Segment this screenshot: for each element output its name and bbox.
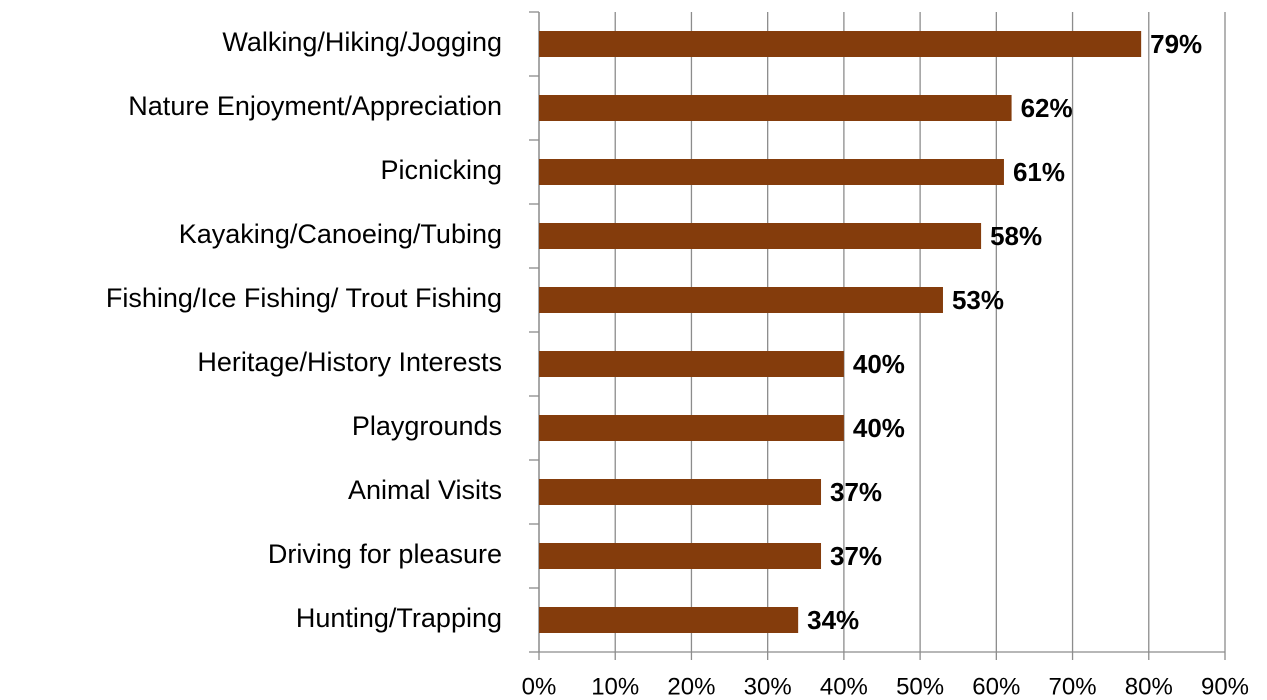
- x-tick-label: 60%: [972, 673, 1020, 700]
- y-tick-label: Driving for pleasure: [268, 539, 502, 569]
- bar: [539, 415, 844, 441]
- bar: [539, 223, 982, 249]
- value-label: 79%: [1150, 29, 1202, 59]
- y-tick-label: Nature Enjoyment/Appreciation: [128, 91, 502, 121]
- bar: [539, 543, 822, 569]
- bar: [539, 159, 1004, 185]
- value-label: 34%: [807, 605, 859, 635]
- bar: [539, 31, 1142, 57]
- value-label: 40%: [853, 349, 905, 379]
- value-label: 58%: [990, 221, 1042, 251]
- y-tick-label: Animal Visits: [348, 475, 502, 505]
- bar: [539, 287, 943, 313]
- value-label: 37%: [830, 541, 882, 571]
- y-tick-label: Picnicking: [380, 155, 502, 185]
- value-label: 40%: [853, 413, 905, 443]
- y-tick-label: Walking/Hiking/Jogging: [222, 27, 502, 57]
- bar: [539, 479, 822, 505]
- value-label: 37%: [830, 477, 882, 507]
- x-tick-label: 90%: [1201, 673, 1249, 700]
- x-tick-label: 20%: [667, 673, 715, 700]
- bar: [539, 607, 799, 633]
- x-tick-label: 80%: [1125, 673, 1173, 700]
- y-tick-label: Heritage/History Interests: [197, 347, 502, 377]
- value-label: 53%: [952, 285, 1004, 315]
- y-tick-label: Playgrounds: [352, 411, 502, 441]
- x-tick-label: 0%: [522, 673, 557, 700]
- y-tick-label: Fishing/Ice Fishing/ Trout Fishing: [106, 283, 502, 313]
- x-tick-label: 10%: [591, 673, 639, 700]
- x-tick-label: 50%: [896, 673, 944, 700]
- x-tick-label: 70%: [1049, 673, 1097, 700]
- y-tick-label: Kayaking/Canoeing/Tubing: [179, 219, 502, 249]
- value-label: 62%: [1021, 93, 1073, 123]
- y-tick-label: Hunting/Trapping: [296, 603, 502, 633]
- x-tick-label: 30%: [744, 673, 792, 700]
- value-label: 61%: [1013, 157, 1065, 187]
- bar: [539, 95, 1012, 121]
- x-tick-label: 40%: [820, 673, 868, 700]
- bar: [539, 351, 844, 377]
